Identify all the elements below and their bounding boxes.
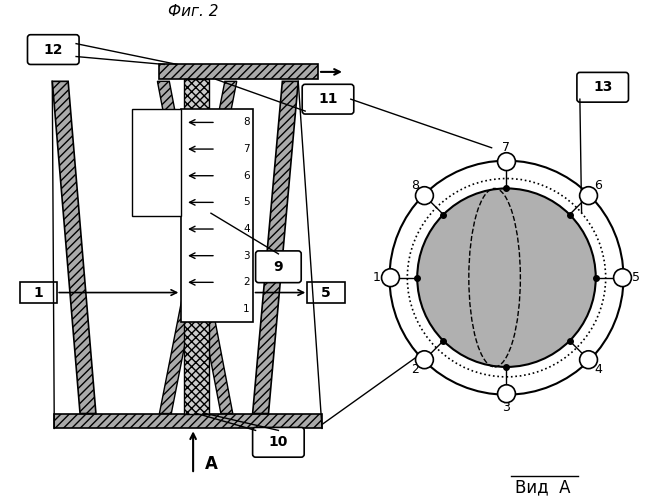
Circle shape (415, 351, 434, 368)
Polygon shape (252, 82, 298, 413)
FancyBboxPatch shape (307, 282, 345, 304)
Text: 11: 11 (318, 92, 338, 106)
Polygon shape (157, 82, 233, 413)
Circle shape (417, 188, 596, 367)
Text: 1: 1 (243, 304, 250, 314)
FancyBboxPatch shape (20, 282, 57, 304)
Polygon shape (159, 64, 318, 80)
Polygon shape (54, 414, 322, 428)
Text: 4: 4 (243, 224, 250, 234)
Text: 8: 8 (411, 180, 419, 192)
Circle shape (497, 152, 516, 170)
Circle shape (580, 351, 597, 368)
Text: 1: 1 (373, 271, 381, 284)
Polygon shape (181, 109, 252, 322)
Text: 5: 5 (243, 198, 250, 207)
Circle shape (389, 160, 623, 394)
Text: Фиг. 2: Фиг. 2 (168, 4, 218, 20)
Text: 3: 3 (503, 401, 511, 414)
Text: 7: 7 (503, 142, 511, 154)
Text: 9: 9 (274, 260, 283, 274)
Text: А: А (205, 455, 218, 473)
FancyBboxPatch shape (252, 428, 304, 457)
Text: 8: 8 (243, 118, 250, 128)
Text: 4: 4 (595, 363, 602, 376)
Text: Вид  А: Вид А (516, 478, 571, 496)
Text: 2: 2 (243, 278, 250, 287)
Circle shape (381, 269, 400, 286)
FancyBboxPatch shape (256, 251, 301, 282)
FancyBboxPatch shape (302, 84, 354, 114)
Text: 6: 6 (243, 170, 250, 180)
Text: 10: 10 (269, 436, 288, 450)
Circle shape (497, 385, 516, 402)
Polygon shape (159, 82, 237, 413)
Text: 7: 7 (243, 144, 250, 154)
Text: 3: 3 (243, 250, 250, 260)
FancyBboxPatch shape (577, 72, 629, 102)
Text: 5: 5 (321, 286, 331, 300)
Circle shape (614, 269, 631, 286)
Text: 1: 1 (33, 286, 43, 300)
Circle shape (580, 186, 597, 204)
Polygon shape (132, 109, 181, 216)
Text: 2: 2 (411, 363, 419, 376)
Text: 12: 12 (44, 42, 63, 56)
Circle shape (415, 186, 434, 204)
Polygon shape (184, 80, 209, 413)
Text: 6: 6 (595, 180, 602, 192)
Text: 5: 5 (632, 271, 640, 284)
Polygon shape (52, 82, 96, 413)
Text: 13: 13 (593, 80, 612, 94)
FancyBboxPatch shape (27, 34, 79, 64)
